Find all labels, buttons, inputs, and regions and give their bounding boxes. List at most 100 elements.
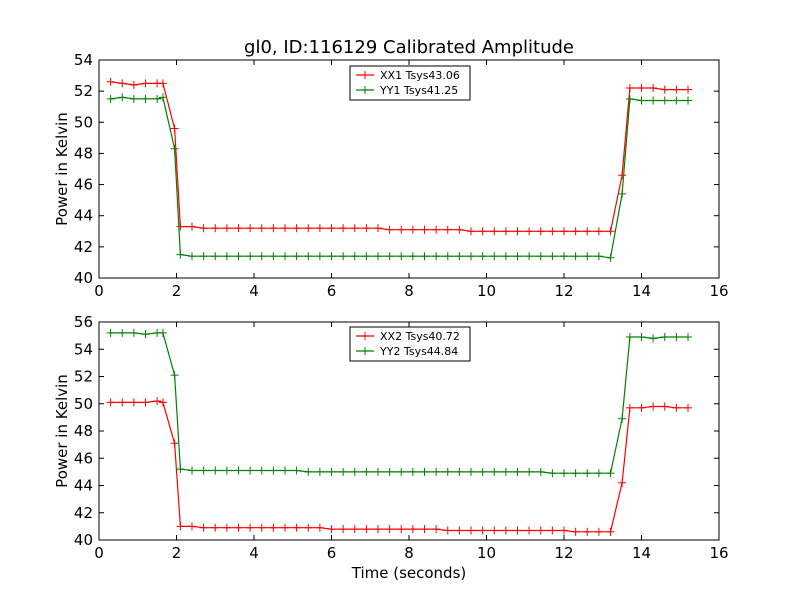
x-tick-label: 6 [327, 282, 337, 300]
x-tick-label: 4 [249, 282, 259, 300]
legend-label: YY2 Tsys44.84 [379, 345, 458, 358]
data-point [234, 523, 243, 532]
data-point [281, 466, 289, 475]
data-point [649, 84, 658, 93]
data-point [246, 224, 255, 233]
data-point [304, 523, 313, 532]
data-point [129, 80, 138, 89]
data-point [684, 85, 692, 94]
data-point [478, 467, 487, 476]
data-point [222, 523, 231, 532]
data-point [211, 523, 220, 532]
data-point [660, 332, 669, 341]
x-tick-label: 6 [327, 544, 337, 562]
data-point [583, 469, 592, 478]
data-point [660, 96, 669, 105]
data-point [525, 467, 534, 476]
series-line [110, 81, 688, 232]
data-point [339, 224, 348, 233]
data-point [199, 523, 208, 532]
data-point [339, 525, 348, 534]
data-point [176, 222, 185, 231]
data-point [269, 523, 278, 532]
data-point [594, 252, 603, 261]
data-point [269, 466, 278, 475]
data-point [571, 252, 580, 261]
y-tick-label: 52 [74, 82, 93, 100]
data-point [625, 94, 634, 103]
x-tick-label: 16 [709, 282, 728, 300]
data-point [362, 224, 371, 233]
data-point [374, 252, 382, 261]
y-tick-label: 52 [74, 368, 93, 386]
x-tick-label: 0 [94, 282, 104, 300]
data-point [501, 526, 510, 535]
data-point [583, 227, 592, 236]
y-tick-label: 46 [74, 176, 93, 194]
x-tick-label: 10 [477, 282, 496, 300]
data-point [455, 225, 464, 234]
data-point [327, 525, 336, 534]
y-axis-label: Power in Kelvin [53, 112, 71, 226]
data-point [141, 94, 150, 103]
data-point [246, 523, 255, 532]
data-point [606, 227, 615, 236]
data-point [211, 224, 220, 233]
x-tick-label: 8 [404, 544, 414, 562]
data-point [536, 467, 545, 476]
y-tick-label: 48 [74, 144, 93, 162]
chart-title: gl0, ID:116129 Calibrated Amplitude [244, 37, 574, 58]
data-point [490, 252, 499, 261]
data-point [106, 398, 115, 407]
x-tick-label: 10 [477, 544, 496, 562]
series-line [110, 400, 688, 533]
data-point [397, 525, 406, 534]
series-line [110, 332, 688, 474]
series-line [110, 96, 688, 259]
data-point [397, 225, 406, 234]
data-point [637, 96, 646, 105]
data-point [350, 224, 359, 233]
data-point [199, 224, 208, 233]
legend-item: XX2 Tsys40.72 [356, 330, 460, 343]
data-point [408, 252, 417, 261]
data-point [432, 252, 441, 261]
x-tick-label: 16 [709, 544, 728, 562]
data-point [490, 227, 499, 236]
data-point [385, 225, 394, 234]
data-point [269, 252, 278, 261]
data-point [432, 525, 441, 534]
data-point [188, 252, 196, 261]
data-point [141, 330, 150, 339]
data-point [222, 466, 231, 475]
y-tick-label: 40 [74, 269, 93, 287]
data-point [548, 526, 557, 535]
data-point [467, 227, 475, 236]
data-point [188, 466, 196, 475]
data-point [129, 94, 138, 103]
data-point [594, 469, 603, 478]
data-point [420, 225, 429, 234]
data-point [176, 250, 185, 259]
y-tick-label: 54 [74, 340, 93, 358]
data-point [408, 525, 417, 534]
data-point [649, 96, 658, 105]
y-tick-label: 50 [74, 113, 93, 131]
data-point [350, 525, 359, 534]
data-point [571, 527, 580, 536]
data-point [548, 252, 557, 261]
y-tick-label: 54 [74, 51, 93, 69]
data-point [606, 253, 615, 262]
data-point [211, 466, 220, 475]
data-point [211, 252, 220, 261]
data-point [129, 398, 138, 407]
y-tick-label: 42 [74, 238, 93, 256]
x-tick-label: 8 [404, 282, 414, 300]
data-point [490, 526, 499, 535]
data-point [637, 332, 646, 341]
data-point [513, 526, 522, 535]
data-point [420, 467, 429, 476]
legend-label: XX1 Tsys43.06 [380, 69, 460, 82]
